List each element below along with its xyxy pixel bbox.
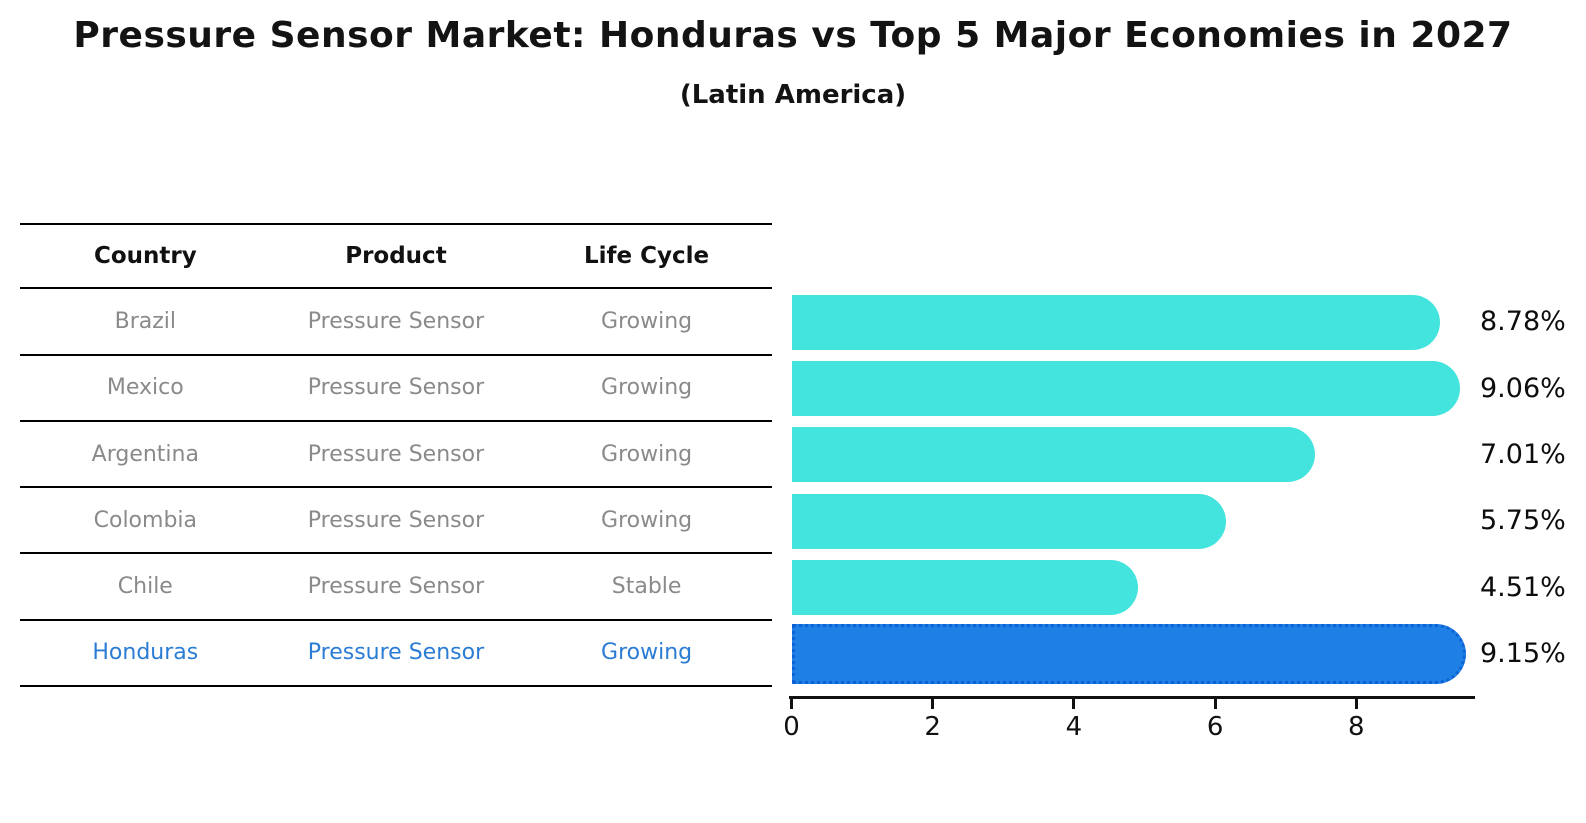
- table-header-row: Country Product Life Cycle: [20, 223, 772, 290]
- cell-country: Mexico: [106, 375, 184, 401]
- bar-chile: [792, 560, 1139, 615]
- cell-product: Pressure Sensor: [307, 308, 485, 334]
- table-row-brazil: Brazil Pressure Sensor Growing: [20, 289, 772, 356]
- x-tick-mark-4: [1072, 699, 1076, 709]
- cell-country: Brazil: [114, 308, 177, 334]
- x-tick-mark-0: [790, 699, 793, 709]
- table-row-colombia: Colombia Pressure Sensor Growing: [20, 488, 772, 555]
- x-tick-label-0: 0: [783, 712, 800, 742]
- cell-life-cycle: Growing: [601, 507, 693, 533]
- chart-subtitle: (Latin America): [679, 80, 907, 110]
- x-tick-label-2: 2: [924, 712, 941, 742]
- cell-product: Pressure Sensor: [307, 574, 485, 600]
- cell-product: Pressure Sensor: [307, 640, 485, 666]
- cell-life-cycle: Growing: [601, 640, 693, 666]
- bar-honduras: [792, 623, 1466, 684]
- cell-product: Pressure Sensor: [307, 507, 485, 533]
- value-label-argentina: 7.01%: [1480, 438, 1566, 470]
- column-header-life-cycle: Life Cycle: [584, 243, 710, 270]
- value-label-mexico: 9.06%: [1480, 372, 1566, 404]
- x-tick-label-8: 8: [1348, 712, 1365, 742]
- x-axis-line: [789, 696, 1475, 699]
- table-body: Brazil Pressure Sensor Growing Mexico Pressu…: [20, 289, 772, 688]
- value-label-colombia: 5.75%: [1480, 505, 1566, 537]
- value-label-chile: 4.51%: [1480, 571, 1566, 603]
- cell-country: Honduras: [92, 640, 199, 666]
- cell-life-cycle: Stable: [611, 574, 682, 600]
- cell-product: Pressure Sensor: [307, 375, 485, 401]
- chart-title: Pressure Sensor Market: Honduras vs Top …: [73, 15, 1513, 56]
- x-tick-label-6: 6: [1206, 712, 1224, 742]
- column-header-product: Product: [345, 243, 447, 270]
- x-tick-mark-8: [1354, 699, 1358, 709]
- value-label-brazil: 8.78%: [1480, 306, 1566, 338]
- country-table: Country Product Life Cycle Brazil Pressur…: [20, 223, 772, 688]
- value-label-honduras: 9.15%: [1480, 637, 1566, 669]
- x-tick-label-4: 4: [1065, 712, 1083, 742]
- cell-country: Chile: [117, 574, 173, 600]
- bar-brazil: [792, 294, 1440, 350]
- cell-life-cycle: Growing: [601, 375, 693, 401]
- column-header-country: Country: [93, 243, 197, 270]
- x-tick-mark-2: [931, 699, 935, 709]
- table-row-chile: Chile Pressure Sensor Stable: [20, 554, 772, 621]
- cell-country: Colombia: [93, 507, 198, 533]
- table-row-mexico: Mexico Pressure Sensor Growing: [20, 356, 772, 422]
- cell-life-cycle: Growing: [601, 441, 693, 467]
- x-tick-mark-6: [1213, 699, 1217, 709]
- bar-colombia: [792, 493, 1226, 549]
- bar-mexico: [792, 361, 1460, 417]
- table-row-argentina: Argentina Pressure Sensor Growing: [20, 422, 772, 489]
- table-row-honduras: Honduras Pressure Sensor Growing: [20, 621, 772, 688]
- cell-country: Argentina: [91, 441, 199, 467]
- cell-life-cycle: Growing: [601, 308, 693, 334]
- bar-argentina: [792, 427, 1315, 483]
- cell-product: Pressure Sensor: [307, 441, 485, 467]
